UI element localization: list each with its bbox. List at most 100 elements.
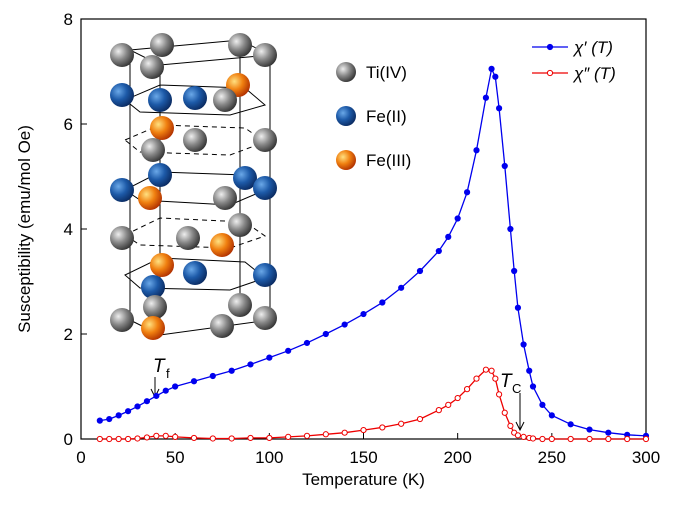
data-point: [492, 375, 499, 382]
y-tick-label: 2: [64, 325, 73, 344]
data-point: [96, 435, 103, 443]
data-point: [526, 367, 533, 374]
data-point: [473, 147, 480, 154]
data-point: [507, 422, 514, 429]
data-point: [398, 284, 405, 291]
x-tick-label: 100: [255, 448, 283, 467]
crystal-inset: [110, 33, 277, 340]
data-point: [507, 225, 514, 233]
atom: [228, 33, 252, 57]
data-point: [488, 367, 495, 374]
atom: [148, 88, 172, 112]
annotation: T f T C: [150, 356, 525, 432]
data-point: [303, 339, 311, 347]
data-point: [228, 435, 235, 442]
atom: [148, 163, 172, 187]
data-point: [190, 434, 198, 442]
data-point: [153, 432, 160, 439]
data-point: [511, 267, 518, 275]
data-point: [322, 431, 329, 438]
data-point: [454, 215, 461, 222]
atom: [140, 55, 164, 79]
data-point: [539, 401, 546, 408]
atom: [110, 43, 134, 67]
atom: [141, 275, 165, 299]
data-point: [106, 435, 113, 443]
atom: [138, 186, 162, 210]
data-point: [548, 435, 555, 443]
atom: [253, 306, 277, 330]
atom: [110, 83, 134, 107]
data-point: [266, 434, 273, 442]
atom: [143, 295, 167, 319]
legend-label: χ′ (T): [572, 38, 613, 57]
atom: [213, 88, 237, 112]
x-tick-label: 150: [349, 448, 377, 467]
atom: [183, 128, 207, 152]
data-point: [586, 426, 593, 433]
y-tick-label: 0: [64, 430, 73, 449]
data-point: [454, 394, 461, 402]
atom: [183, 261, 207, 285]
data-point: [435, 247, 442, 255]
data-point: [115, 412, 122, 419]
data-point: [520, 341, 527, 348]
atom: [183, 86, 207, 110]
atom: [253, 263, 277, 287]
data-point: [96, 417, 103, 424]
data-point: [416, 415, 424, 423]
y-tick-label: 6: [64, 115, 73, 134]
data-point: [124, 435, 132, 443]
data-point: [303, 432, 311, 439]
x-tick-label: 300: [632, 448, 660, 467]
y-tick-label: 4: [64, 220, 73, 239]
data-point: [445, 401, 452, 408]
data-point: [445, 233, 452, 240]
atom: [110, 308, 134, 332]
data-point: [567, 421, 574, 428]
data-point: [492, 73, 499, 80]
x-tick-label: 250: [538, 448, 566, 467]
atom: [213, 186, 237, 210]
data-point: [398, 420, 405, 427]
arrow-head: [515, 421, 525, 432]
y-axis-title: Susceptibility (emu/mol Oe): [15, 125, 34, 333]
data-point: [416, 267, 424, 275]
x-tick-label: 50: [166, 448, 185, 467]
annotation-text: T: [500, 371, 513, 392]
data-point: [143, 398, 151, 405]
data-point: [482, 366, 490, 373]
x-axis-title: Temperature (K): [302, 470, 425, 489]
atom: [141, 138, 165, 162]
data-point: [463, 386, 471, 393]
data-point: [162, 387, 169, 394]
data-point: [548, 412, 555, 419]
atom: [150, 33, 174, 57]
legend-marker: [546, 69, 554, 77]
x-tick-label: 0: [76, 448, 85, 467]
data-point: [496, 391, 503, 398]
inset-legend-label: Fe(II): [366, 107, 407, 126]
annotation-text: T: [153, 356, 166, 377]
data-point: [341, 429, 348, 436]
data-point: [567, 435, 574, 443]
data-point: [520, 433, 527, 440]
legend-marker: [546, 43, 554, 51]
data-point: [514, 432, 522, 439]
data-point: [228, 367, 235, 374]
data-point: [115, 435, 122, 443]
atom: [176, 226, 200, 250]
data-point: [360, 426, 367, 434]
inset-legend-label: Ti(IV): [366, 63, 407, 82]
data-point: [473, 375, 480, 382]
data-point: [463, 189, 471, 196]
data-point: [172, 433, 179, 440]
data-point: [143, 434, 151, 441]
series-line: [99, 368, 646, 440]
data-point: [190, 378, 198, 385]
annotation-subscript: C: [512, 381, 521, 396]
data-point: [488, 65, 495, 72]
x-tick-label: 200: [443, 448, 471, 467]
data-point: [529, 383, 537, 390]
data-point: [285, 347, 292, 354]
